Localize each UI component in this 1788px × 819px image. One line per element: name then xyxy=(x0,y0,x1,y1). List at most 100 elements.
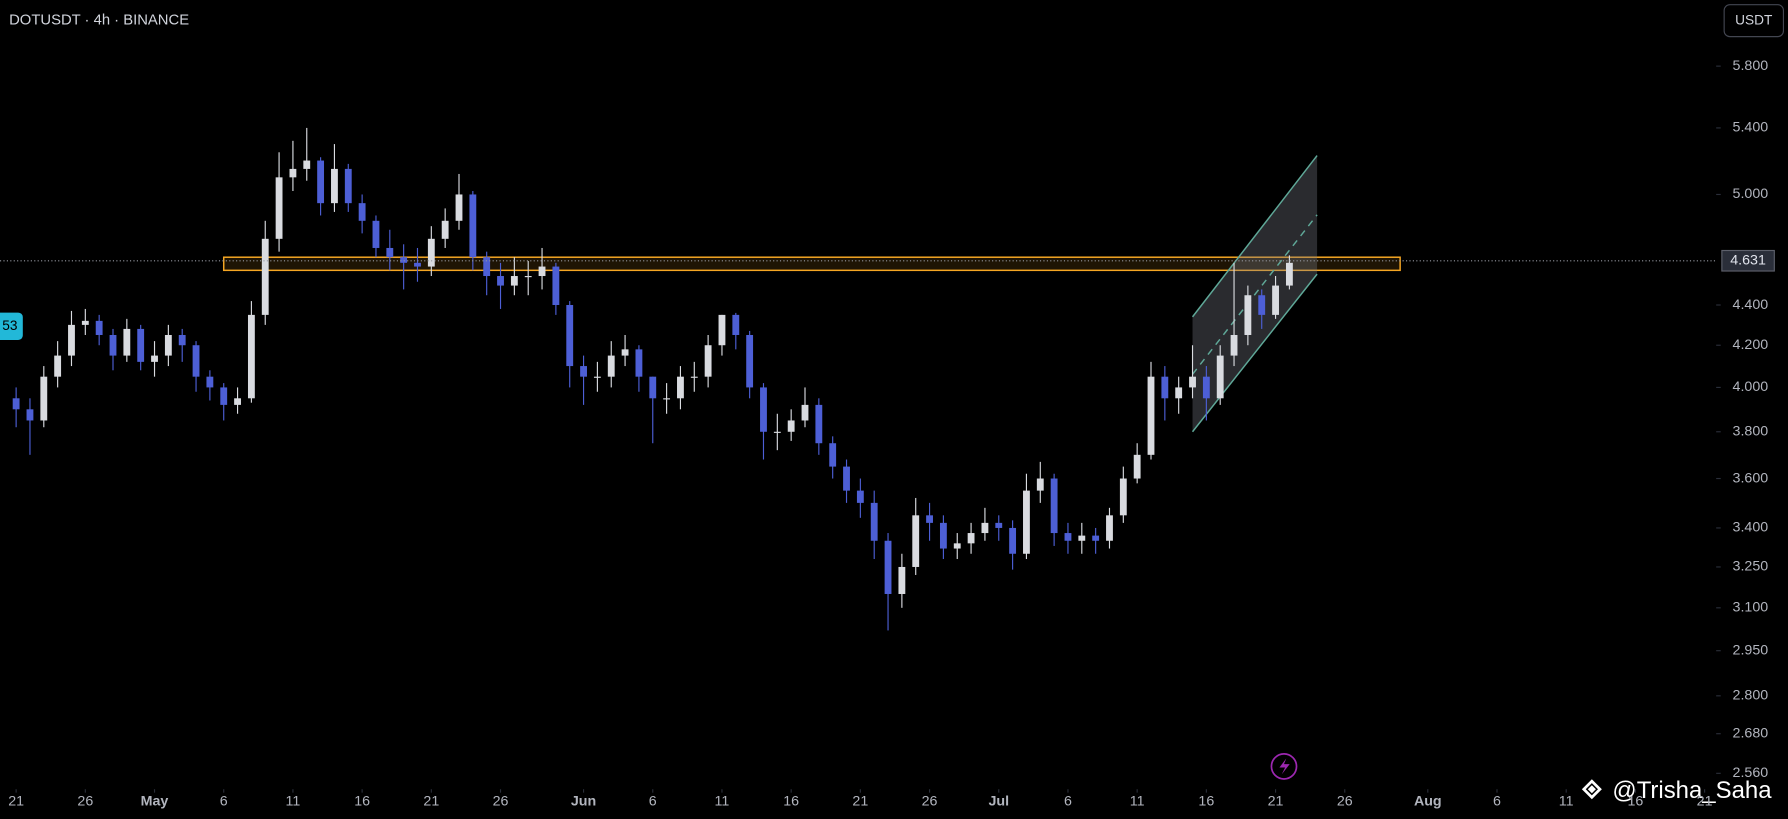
candle-body xyxy=(206,376,214,388)
candle-body xyxy=(1258,295,1266,315)
candle-body xyxy=(1147,376,1155,455)
candle-body xyxy=(524,276,532,278)
candle-body xyxy=(1023,490,1030,554)
x-tick-label: 26 xyxy=(922,794,938,810)
candle-body xyxy=(829,443,837,467)
candle-body xyxy=(981,522,989,534)
last-price-label: 4.631 xyxy=(1730,253,1766,269)
resistance-zone xyxy=(222,256,1401,272)
badge: 53 xyxy=(2,318,17,333)
candle-body xyxy=(1133,454,1141,479)
candle-body xyxy=(1119,478,1127,516)
candle-body xyxy=(123,328,131,356)
candle-body xyxy=(843,466,850,491)
plot-area xyxy=(0,127,1717,631)
y-tick-label: 4.200 xyxy=(1733,337,1769,353)
candle-body xyxy=(815,404,823,444)
y-tick-label: 5.400 xyxy=(1733,120,1769,136)
candle-body xyxy=(663,398,671,400)
y-tick-label: 3.100 xyxy=(1733,600,1769,616)
candle-body xyxy=(939,522,947,549)
candle-body xyxy=(1064,533,1072,541)
currency-button[interactable]: USDT xyxy=(1735,12,1773,27)
candle-body xyxy=(331,168,338,204)
candle-body xyxy=(704,345,712,377)
y-tick-label: 3.250 xyxy=(1733,559,1769,575)
candle-body xyxy=(386,247,394,258)
candle-body xyxy=(261,238,269,315)
y-tick-label: 4.000 xyxy=(1733,379,1769,395)
candle-body xyxy=(372,220,380,248)
candle-body xyxy=(1244,295,1252,335)
x-tick-label: May xyxy=(141,794,169,810)
candle-body xyxy=(856,490,864,503)
x-tick-label: 6 xyxy=(1064,794,1072,810)
candle-body xyxy=(746,334,754,388)
y-tick-label: 2.680 xyxy=(1733,725,1769,741)
x-tick-label: 26 xyxy=(493,794,509,810)
flash-icon-bolt xyxy=(1279,758,1290,775)
y-tick-label: 3.400 xyxy=(1733,520,1769,536)
y-tick-label: 2.800 xyxy=(1733,688,1769,704)
candle-body xyxy=(995,522,1003,528)
candle-body xyxy=(40,376,48,421)
candle-body xyxy=(289,168,297,178)
y-tick-label: 5.800 xyxy=(1733,58,1769,74)
candle-body xyxy=(718,314,726,346)
candle-body xyxy=(690,376,698,378)
x-tick-label: 11 xyxy=(1559,794,1574,810)
candle-body xyxy=(1230,334,1238,356)
candle-body xyxy=(68,324,75,356)
candle-body xyxy=(247,314,255,399)
x-tick-label: 21 xyxy=(1697,794,1713,810)
candle-body xyxy=(483,257,491,277)
candle-body xyxy=(81,320,89,325)
candle-body xyxy=(870,502,878,541)
x-tick-label: 26 xyxy=(1337,794,1353,810)
currency-button-frame[interactable] xyxy=(1723,4,1785,38)
candle-body xyxy=(1216,355,1224,399)
candle-body xyxy=(607,355,615,377)
candle-body xyxy=(538,266,546,277)
candle-body xyxy=(898,566,906,594)
y-tick-label: 3.800 xyxy=(1733,424,1769,440)
x-tick-label: Jun xyxy=(571,794,596,810)
watermark: @Trisha_Saha xyxy=(1612,777,1772,804)
flash-icon[interactable] xyxy=(1270,753,1298,780)
candle-body xyxy=(303,160,311,169)
x-tick-label: 6 xyxy=(649,794,657,810)
candle-body xyxy=(1078,535,1086,541)
candle-body xyxy=(109,334,117,356)
candle-body xyxy=(732,314,740,335)
candle-body xyxy=(621,349,629,356)
candle-body xyxy=(234,398,241,405)
candle-body xyxy=(1036,478,1044,491)
candle-body xyxy=(164,334,172,356)
x-tick-label: 21 xyxy=(423,794,439,810)
y-tick-label: 2.950 xyxy=(1733,642,1769,658)
candle-body xyxy=(151,355,158,362)
badge-frame xyxy=(0,312,23,340)
candle-body xyxy=(773,431,781,433)
candle-body xyxy=(427,238,435,267)
candle-body xyxy=(275,177,283,239)
candle-body xyxy=(400,257,408,263)
candle-body xyxy=(1161,376,1169,399)
candle-body xyxy=(677,376,684,399)
candle-body xyxy=(414,262,421,267)
candle-body xyxy=(801,404,809,421)
x-tick-label: 6 xyxy=(220,794,228,810)
x-tick-label: 16 xyxy=(783,794,799,810)
candle-body xyxy=(760,387,767,432)
candle-body xyxy=(1189,376,1196,388)
x-tick-label: 11 xyxy=(1130,794,1145,810)
channel-upper xyxy=(1191,155,1318,318)
last-price-frame xyxy=(1721,249,1775,272)
x-tick-label: 21 xyxy=(1268,794,1284,810)
channel-mid xyxy=(1191,214,1318,375)
y-tick-label: 4.400 xyxy=(1733,297,1769,313)
candle-body xyxy=(1285,262,1293,286)
candle-body xyxy=(1272,285,1279,315)
